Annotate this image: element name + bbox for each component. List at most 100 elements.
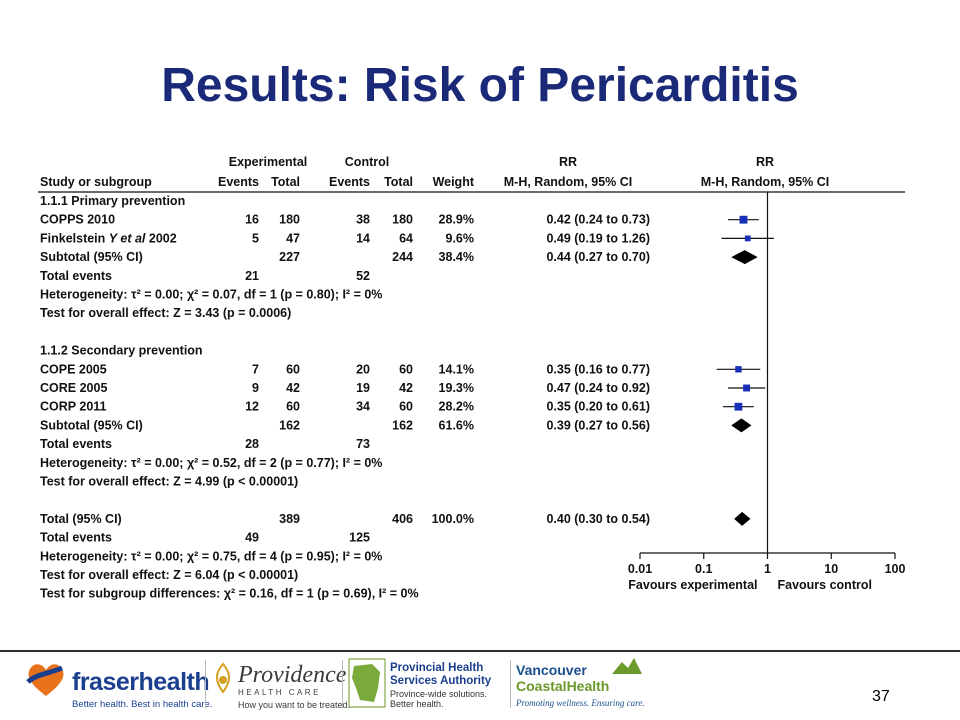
phsa-name: Provincial Health Services Authority — [390, 662, 491, 688]
vch-mountain-icon — [612, 658, 642, 674]
rr-ci-cell: 0.42 (0.24 to 0.73) — [546, 213, 650, 227]
study-label-part: 2002 — [145, 231, 176, 245]
header-study: Study or subgroup — [40, 175, 152, 189]
bc-map-icon — [348, 658, 386, 708]
weight-cell: 100.0% — [432, 512, 474, 526]
study-label: CORE 2005 — [40, 381, 107, 395]
providence-logo: Providence HEALTH CARE How you want to b… — [210, 656, 350, 714]
stat-note: Heterogeneity: τ² = 0.00; χ² = 0.52, df … — [40, 456, 382, 470]
subgroup-label: 1.1.2 Secondary prevention — [40, 344, 203, 358]
exp-events-cell: 49 — [245, 531, 259, 545]
header-total-exp: Total — [271, 175, 300, 189]
stat-note: Test for overall effect: Z = 6.04 (p < 0… — [40, 568, 298, 582]
exp-events-cell: 16 — [245, 213, 259, 227]
providence-flame-icon — [216, 662, 230, 694]
study-point-square — [734, 402, 743, 411]
providence-tagline: How you want to be treated. — [238, 700, 351, 710]
vch-logo: Vancouver CoastalHealth Promoting wellne… — [516, 656, 656, 714]
header-events-ctl: Events — [329, 175, 370, 189]
slide-title: Results: Risk of Pericarditis — [161, 59, 799, 112]
exp-events-cell: 7 — [252, 362, 259, 376]
header-events-exp: Events — [218, 175, 259, 189]
vch-name-line1: Vancouver — [516, 662, 587, 678]
subtotal-label: Subtotal (95% CI) — [40, 418, 143, 432]
exp-total-cell: 180 — [279, 213, 300, 227]
stat-note: Heterogeneity: τ² = 0.00; χ² = 0.07, df … — [40, 288, 382, 302]
rr-ci-cell: 0.49 (0.19 to 1.26) — [546, 231, 650, 245]
rr-ci-cell: 0.35 (0.16 to 0.77) — [546, 362, 650, 376]
exp-total-cell: 47 — [286, 231, 300, 245]
x-tick-label: 10 — [824, 562, 838, 576]
vch-tagline: Promoting wellness. Ensuring care. — [516, 698, 645, 708]
phsa-logo: Provincial Health Services Authority Prov… — [348, 656, 508, 714]
exp-total-cell: 60 — [286, 362, 300, 376]
rr-ci-cell: 0.40 (0.30 to 0.54) — [546, 512, 650, 526]
favours-experimental-label: Favours experimental — [628, 578, 757, 592]
ctl-events-cell: 73 — [356, 437, 370, 451]
logo-separator — [205, 660, 206, 708]
stat-note: Test for overall effect: Z = 4.99 (p < 0… — [40, 475, 298, 489]
logo-separator — [510, 660, 511, 708]
ctl-total-cell: 244 — [392, 250, 413, 264]
subtotal-label: Subtotal (95% CI) — [40, 250, 143, 264]
ctl-total-cell: 42 — [399, 381, 413, 395]
ctl-events-cell: 38 — [356, 213, 370, 227]
exp-total-cell: 42 — [286, 381, 300, 395]
rr-ci-cell: 0.35 (0.20 to 0.61) — [546, 400, 650, 414]
fraser-health-heart-icon — [26, 664, 64, 696]
header-rr: RR — [559, 155, 577, 169]
page-number: 37 — [872, 688, 890, 705]
exp-total-cell: 60 — [286, 400, 300, 414]
study-point-square — [739, 215, 748, 224]
header-weight: Weight — [433, 175, 475, 189]
study-label-part: Y et al — [109, 231, 146, 245]
rr-ci-cell: 0.47 (0.24 to 0.92) — [546, 381, 650, 395]
ctl-total-cell: 60 — [399, 362, 413, 376]
rr-ci-cell: 0.44 (0.27 to 0.70) — [546, 250, 650, 264]
ctl-total-cell: 64 — [399, 231, 413, 245]
study-point-square — [744, 235, 751, 242]
stat-note: Test for overall effect: Z = 3.43 (p = 0… — [40, 306, 291, 320]
study-label: CORP 2011 — [40, 400, 107, 414]
pooled-diamond — [731, 250, 758, 265]
weight-cell: 19.3% — [439, 381, 474, 395]
weight-cell: 28.9% — [439, 213, 474, 227]
header-total-ctl: Total — [384, 175, 413, 189]
ctl-total-cell: 162 — [392, 418, 413, 432]
study-point-square — [735, 366, 742, 373]
weight-cell: 9.6% — [446, 231, 475, 245]
phsa-tag-line2: Better health. — [390, 699, 444, 709]
x-tick-label: 100 — [885, 562, 906, 576]
x-tick-label: 0.1 — [695, 562, 712, 576]
exp-total-cell: 227 — [279, 250, 300, 264]
study-label: COPE 2005 — [40, 362, 107, 376]
ctl-events-cell: 125 — [349, 531, 370, 545]
fraser-health-tagline: Better health. Best in health care. — [72, 699, 213, 710]
total-events-label: Total events — [40, 437, 112, 451]
providence-subtitle: HEALTH CARE — [238, 688, 321, 697]
total-events-label: Total events — [40, 531, 112, 545]
ctl-total-cell: 60 — [399, 400, 413, 414]
study-point-square — [743, 384, 751, 392]
phsa-tagline: Province-wide solutions. Better health. — [390, 689, 487, 709]
subtotal-label: Total (95% CI) — [40, 512, 122, 526]
exp-events-cell: 12 — [245, 400, 259, 414]
phsa-name-line2: Services Authority — [390, 675, 492, 687]
exp-total-cell: 389 — [279, 512, 300, 526]
total-events-label: Total events — [40, 269, 112, 283]
ctl-events-cell: 52 — [356, 269, 370, 283]
footer-divider — [0, 650, 960, 652]
x-tick-label: 0.01 — [628, 562, 652, 576]
exp-total-cell: 162 — [279, 418, 300, 432]
exp-events-cell: 5 — [252, 231, 259, 245]
header-control: Control — [345, 155, 389, 169]
header-rr-plot: RR — [756, 155, 774, 169]
header-experimental: Experimental — [229, 155, 308, 169]
phsa-name-line1: Provincial Health — [390, 662, 484, 674]
weight-cell: 28.2% — [439, 400, 474, 414]
providence-name: Providence — [238, 662, 347, 688]
favours-control-label: Favours control — [778, 578, 872, 592]
x-tick-label: 1 — [764, 562, 771, 576]
weight-cell: 14.1% — [439, 362, 474, 376]
weight-cell: 61.6% — [439, 418, 474, 432]
